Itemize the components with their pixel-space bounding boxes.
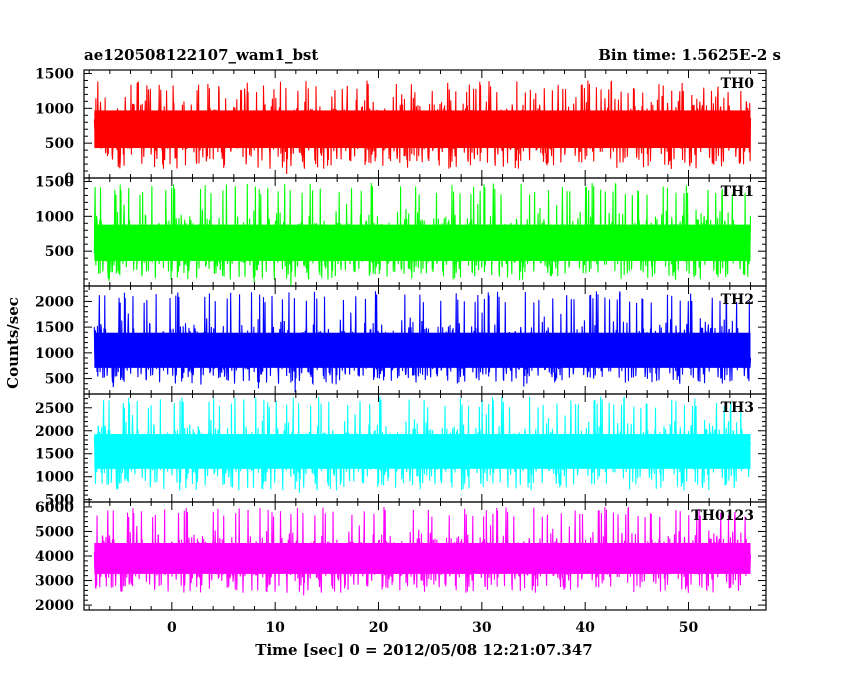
panel-label-th0: TH0 bbox=[721, 76, 755, 92]
x-tick-label: 50 bbox=[679, 620, 699, 636]
bin-time: Bin time: 1.5625E-2 s bbox=[598, 46, 781, 64]
panel-label-th1: TH1 bbox=[721, 184, 754, 200]
series-line-th3 bbox=[93, 396, 752, 493]
observation-id: ae120508122107_wam1_bst bbox=[84, 46, 318, 64]
series-line-th0123 bbox=[93, 507, 752, 596]
y-tick-label: 6000 bbox=[35, 500, 74, 516]
y-tick-label: 1500 bbox=[35, 320, 74, 336]
panel-th2: 500 1000 1500 2000 TH2 bbox=[35, 285, 767, 395]
x-axis: 0 10 20 30 40 50 bbox=[167, 620, 699, 636]
panel-label-th0123: TH0123 bbox=[691, 508, 754, 524]
x-tick-label: 40 bbox=[575, 620, 595, 636]
panel-label-th3: TH3 bbox=[721, 400, 754, 416]
y-tick-label: 1500 bbox=[35, 174, 74, 190]
y-tick-label: 1500 bbox=[35, 66, 74, 82]
panel-th0123: 2000 3000 4000 5000 6000 TH0123 bbox=[35, 500, 767, 614]
x-tick-label: 10 bbox=[265, 620, 285, 636]
y-tick-label: 2000 bbox=[35, 598, 74, 614]
y-tick-label: 3000 bbox=[35, 574, 74, 590]
panel-th1: 500 1000 1500 TH1 bbox=[35, 174, 767, 287]
y-tick-label: 1500 bbox=[35, 447, 74, 463]
y-tick-label: 500 bbox=[45, 493, 74, 509]
series-line-th1 bbox=[93, 183, 752, 286]
series-line-th0 bbox=[93, 80, 752, 175]
y-tick-label: 2500 bbox=[35, 401, 74, 417]
x-axis-label: Time [sec] 0 = 2012/05/08 12:21:07.347 bbox=[255, 641, 592, 659]
y-tick-label: 4000 bbox=[35, 549, 74, 565]
y-tick-label: 2000 bbox=[35, 294, 74, 310]
series-line-th2 bbox=[93, 291, 752, 393]
y-tick-label: 1000 bbox=[35, 209, 74, 225]
y-tick-label: 1000 bbox=[35, 470, 74, 486]
x-tick-label: 30 bbox=[472, 620, 492, 636]
y-tick-label: 1000 bbox=[35, 101, 74, 117]
y-tick-label: 500 bbox=[45, 372, 74, 388]
y-tick-label: 500 bbox=[45, 244, 74, 260]
x-tick-label: 20 bbox=[369, 620, 389, 636]
panel-label-th2: TH2 bbox=[721, 292, 754, 308]
panel-th0: 0 500 1000 1500 TH0 bbox=[35, 66, 767, 187]
y-tick-label: 0 bbox=[64, 171, 74, 187]
panel-th3: 500 1000 1500 2000 2500 TH3 bbox=[35, 393, 767, 509]
x-tick-label: 0 bbox=[167, 620, 177, 636]
y-axis-label: Counts/sec bbox=[4, 297, 22, 389]
y-tick-label: 1000 bbox=[35, 346, 74, 362]
panels: 0 500 1000 1500 TH0 500 1000 1500 TH1 500 1000 1500… bbox=[35, 66, 767, 614]
y-tick-label: 5000 bbox=[35, 524, 74, 540]
y-tick-label: 500 bbox=[45, 136, 74, 152]
y-tick-label: 2000 bbox=[35, 424, 74, 440]
